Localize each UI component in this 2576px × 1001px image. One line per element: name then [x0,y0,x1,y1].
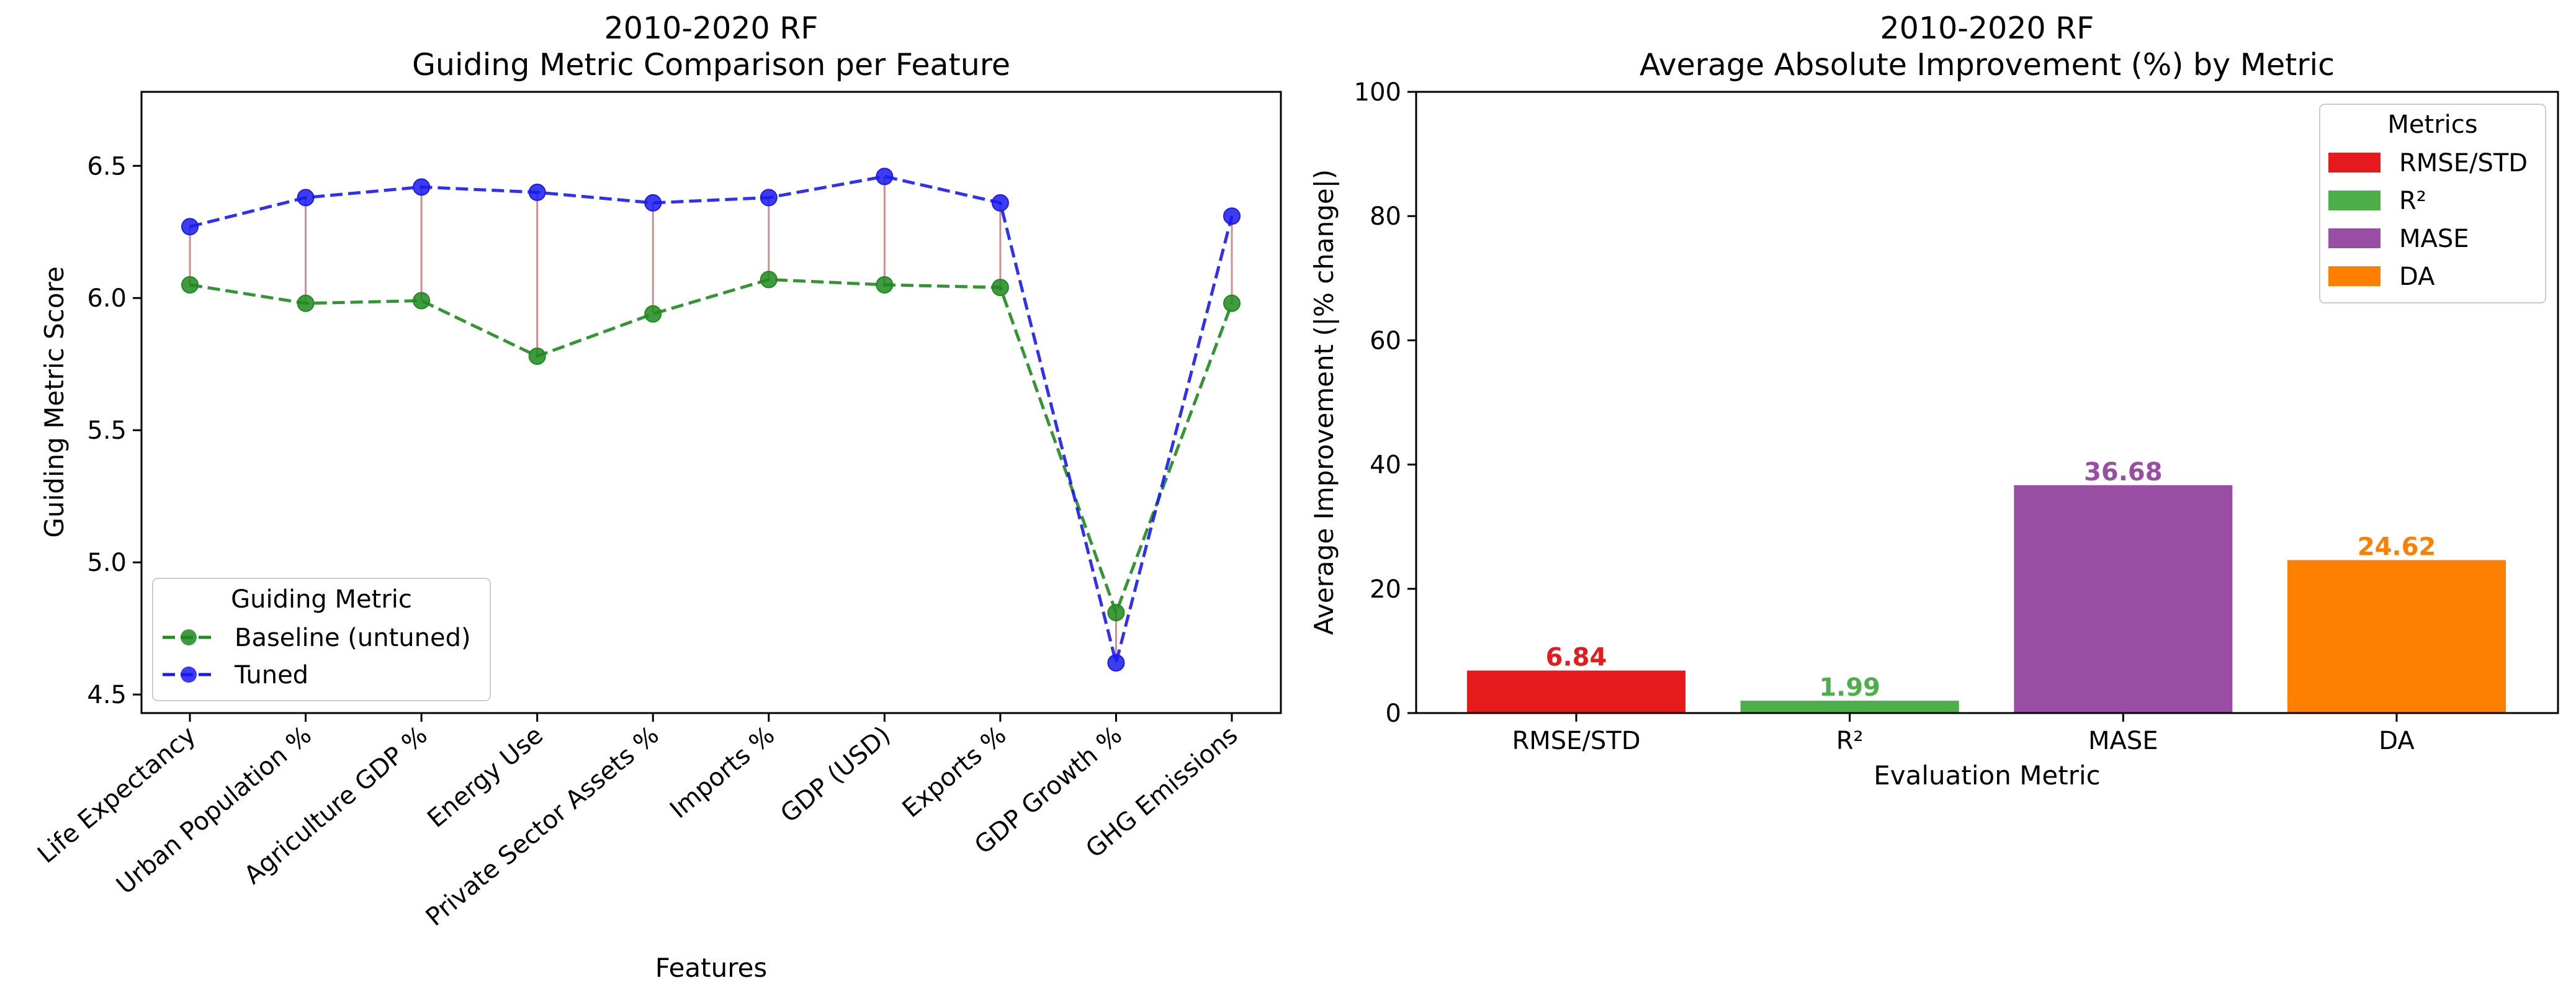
bar-chart-ytick-label: 20 [1370,575,1401,604]
line-chart-legend: Guiding Metric Baseline (untuned) Tuned [152,578,491,701]
line-chart-point [991,279,1009,297]
bar-chart-ytick-label: 40 [1370,451,1401,480]
line-chart-ytick-label: 4.5 [87,681,127,709]
bar-chart-xlabel: Evaluation Metric [1874,760,2101,791]
line-chart-plot-frame [140,91,1282,714]
bar-value-label: 36.68 [2084,458,2163,487]
line-chart-point [1107,654,1125,672]
line-chart-point [181,218,199,236]
line-chart-point [297,294,315,312]
line-chart: 2010-2020 RF Guiding Metric Comparison p… [32,11,1282,983]
line-chart-point [181,276,199,294]
line-chart-point [1107,604,1125,622]
line-chart-xtick-label: Imports % [665,720,780,824]
line-chart-xlabel: Features [655,953,768,983]
line-chart-legend-marker [181,667,197,683]
bar-value-label: 24.62 [2358,533,2436,562]
line-chart-legend-marker [181,629,197,645]
line-chart-ytick-label: 6.0 [87,284,127,313]
bar-chart-xtick-label: RMSE/STD [1512,727,1640,755]
line-chart-ytick-label: 6.5 [87,152,127,181]
bar-chart-xtick-label: MASE [2088,727,2158,755]
bar-chart-legend-swatch [2328,228,2381,248]
bar-chart-legend: Metrics RMSE/STD R² MASE DA [2319,104,2546,303]
line-chart-ytick-label: 5.5 [87,416,127,445]
line-chart-point [528,183,546,201]
line-chart-xtick-label: Private Sector Assets % [421,720,665,931]
line-chart-ytick-label: 5.0 [87,549,127,577]
bar-chart-title: 2010-2020 RF [1880,11,2094,46]
line-chart-xtick-label: Energy Use [422,720,549,833]
line-chart-point [760,189,778,207]
bar-chart-legend-swatch [2328,191,2381,210]
line-chart-point [413,178,431,196]
line-chart-point [991,194,1009,212]
line-chart-ylabel: Guiding Metric Score [39,266,70,537]
line-chart-point [760,271,778,289]
bar-value-label: 6.84 [1546,644,1607,672]
line-chart-point [1223,294,1241,312]
line-chart-legend-frame [152,578,491,701]
line-chart-legend-title: Guiding Metric [231,585,412,614]
line-chart-legend-label: Tuned [234,661,308,689]
line-chart-point [644,194,662,212]
bar-chart-legend-label: MASE [2399,225,2469,253]
bar-chart-ytick-label: 80 [1370,202,1401,231]
line-chart-point [644,305,662,323]
bar-chart-ytick-label: 100 [1354,78,1401,107]
bar-chart-ytick-label: 0 [1386,699,1401,728]
line-chart-point [413,292,431,310]
bar-chart: 2010-2020 RF Average Absolute Improvemen… [1309,11,2559,791]
line-chart-legend-label: Baseline (untuned) [235,624,471,652]
line-chart-series-line [189,174,1234,663]
bar [1467,670,1685,713]
bar-chart-legend-label: RMSE/STD [2399,149,2528,177]
line-chart-xtick-label: GDP (USD) [775,720,896,828]
bar-chart-legend-label: DA [2399,263,2435,291]
bar-chart-legend-swatch [2328,153,2381,173]
bar-chart-ylabel: Average Improvement (|% change|) [1309,169,1339,635]
bar-value-label: 1.99 [1819,673,1880,702]
bar-chart-ytick-label: 60 [1370,326,1401,355]
line-chart-subtitle: Guiding Metric Comparison per Feature [412,47,1010,83]
line-chart-point [297,189,315,207]
bar-chart-plot-frame [1415,91,2559,714]
line-chart-xtick-label: Exports % [897,720,1012,823]
bar-chart-xtick-label: DA [2379,727,2415,755]
bar [1740,701,1959,713]
bar-chart-legend-title: Metrics [2387,110,2477,139]
line-chart-point [876,168,894,186]
bar [2287,560,2506,713]
bar-chart-legend-swatch [2328,266,2381,286]
line-chart-point [528,347,546,365]
line-chart-series-line [189,277,1234,617]
line-chart-title: 2010-2020 RF [604,11,819,46]
bar [2014,485,2233,713]
bar-chart-subtitle: Average Absolute Improvement (%) by Metr… [1640,47,2335,83]
bar-chart-xtick-label: R² [1836,727,1864,755]
line-chart-point [876,276,894,294]
bar-chart-legend-label: R² [2399,187,2426,215]
line-chart-point [1223,207,1241,225]
line-chart-xtick-label: Urban Population % [111,720,317,900]
